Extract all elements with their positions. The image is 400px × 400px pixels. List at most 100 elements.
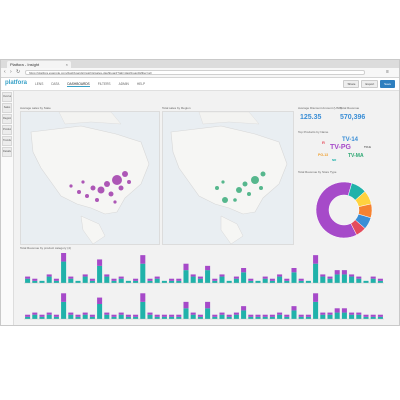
bar[interactable] xyxy=(147,312,153,315)
bar[interactable] xyxy=(169,278,175,281)
bar[interactable] xyxy=(262,316,268,319)
bar[interactable] xyxy=(111,278,117,281)
bar[interactable] xyxy=(320,274,326,277)
bar[interactable] xyxy=(75,314,81,317)
bar[interactable] xyxy=(241,268,247,273)
bar[interactable] xyxy=(89,278,95,281)
bar[interactable] xyxy=(212,314,218,317)
bar[interactable] xyxy=(305,316,311,319)
bar[interactable] xyxy=(169,314,175,317)
bar[interactable] xyxy=(161,280,167,283)
bar[interactable] xyxy=(61,253,67,262)
bar[interactable] xyxy=(370,276,376,279)
bar[interactable] xyxy=(89,314,95,317)
bar[interactable] xyxy=(298,316,304,319)
bar[interactable] xyxy=(197,316,203,319)
bar[interactable] xyxy=(111,280,117,283)
bar[interactable] xyxy=(46,312,52,315)
bar[interactable] xyxy=(277,276,283,283)
bar[interactable] xyxy=(262,314,268,317)
menu-icon[interactable]: ≡ xyxy=(386,69,389,75)
donut-chart[interactable] xyxy=(312,178,376,242)
save-button[interactable]: Save xyxy=(380,80,395,88)
bar[interactable] xyxy=(140,301,146,319)
bar[interactable] xyxy=(313,301,319,319)
bar[interactable] xyxy=(205,301,211,309)
bar[interactable] xyxy=(327,276,333,279)
map-average-sales[interactable] xyxy=(20,111,160,245)
bar[interactable] xyxy=(284,278,290,281)
bar[interactable] xyxy=(68,314,74,319)
bar-chart[interactable] xyxy=(24,247,384,327)
sidebar-item[interactable]: Overview xyxy=(2,92,12,102)
bar[interactable] xyxy=(53,280,59,283)
bar[interactable] xyxy=(39,316,45,319)
bar[interactable] xyxy=(53,278,59,281)
bar[interactable] xyxy=(363,314,369,317)
bar[interactable] xyxy=(370,316,376,319)
sidebar-item[interactable]: Details xyxy=(2,147,12,157)
bar[interactable] xyxy=(298,314,304,317)
bar[interactable] xyxy=(197,314,203,317)
bar[interactable] xyxy=(104,276,110,283)
bar[interactable] xyxy=(320,314,326,319)
bar[interactable] xyxy=(97,304,103,319)
bar[interactable] xyxy=(219,276,225,283)
bar[interactable] xyxy=(32,314,38,319)
bar[interactable] xyxy=(111,316,117,319)
bar[interactable] xyxy=(190,312,196,315)
bar[interactable] xyxy=(320,312,326,315)
bar[interactable] xyxy=(349,312,355,315)
bar[interactable] xyxy=(219,274,225,277)
bar[interactable] xyxy=(97,259,103,266)
bar[interactable] xyxy=(133,278,139,281)
bar[interactable] xyxy=(277,274,283,277)
menu-item-filters[interactable]: FILTERS xyxy=(97,82,111,86)
bar[interactable] xyxy=(154,278,160,283)
bar[interactable] xyxy=(248,280,254,283)
reload-icon[interactable]: ↻ xyxy=(16,69,21,75)
bar[interactable] xyxy=(104,314,110,319)
bar[interactable] xyxy=(349,314,355,319)
bar[interactable] xyxy=(305,314,311,317)
bar[interactable] xyxy=(363,316,369,319)
map-total-sales[interactable] xyxy=(162,111,294,245)
bar[interactable] xyxy=(205,270,211,283)
bar[interactable] xyxy=(356,278,362,283)
bar[interactable] xyxy=(53,316,59,319)
bar[interactable] xyxy=(313,293,319,302)
bar[interactable] xyxy=(140,293,146,302)
bar[interactable] xyxy=(313,263,319,283)
bar[interactable] xyxy=(305,280,311,283)
bar[interactable] xyxy=(233,278,239,283)
bar[interactable] xyxy=(377,316,383,319)
bar[interactable] xyxy=(248,316,254,319)
bar[interactable] xyxy=(118,276,124,279)
bar[interactable] xyxy=(219,312,225,315)
bar[interactable] xyxy=(154,314,160,317)
bar[interactable] xyxy=(111,314,117,317)
bar[interactable] xyxy=(190,276,196,283)
bar[interactable] xyxy=(241,306,247,311)
bar[interactable] xyxy=(212,316,218,319)
bar[interactable] xyxy=(277,314,283,319)
bar[interactable] xyxy=(46,314,52,319)
bar[interactable] xyxy=(68,278,74,283)
bar[interactable] xyxy=(291,268,297,273)
bar[interactable] xyxy=(61,301,67,319)
bar[interactable] xyxy=(25,316,31,319)
bar[interactable] xyxy=(169,316,175,319)
bar[interactable] xyxy=(341,312,347,319)
close-icon[interactable]: × xyxy=(65,62,68,67)
bar[interactable] xyxy=(118,312,124,315)
bar[interactable] xyxy=(32,280,38,283)
bar[interactable] xyxy=(97,297,103,304)
bar[interactable] xyxy=(341,274,347,283)
bar[interactable] xyxy=(53,314,59,317)
bar[interactable] xyxy=(125,314,131,317)
bar[interactable] xyxy=(284,316,290,319)
menu-item-admin[interactable]: ADMIN xyxy=(118,82,129,86)
bar[interactable] xyxy=(233,276,239,279)
bar[interactable] xyxy=(226,316,232,319)
bar[interactable] xyxy=(327,278,333,283)
